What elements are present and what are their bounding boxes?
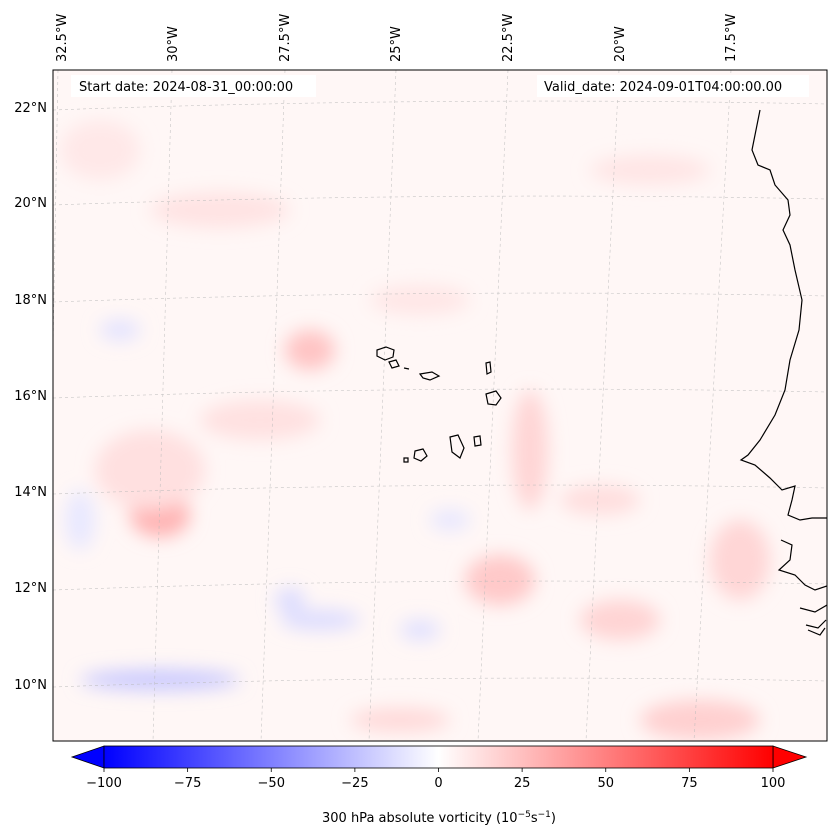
- colorbar-tick-label: 100: [761, 776, 786, 791]
- island-maio: [473, 435, 482, 447]
- lon-label: 27.5°W: [278, 14, 293, 62]
- island-santiago: [449, 434, 465, 459]
- lat-label: 14°N: [14, 485, 47, 500]
- island-brava: [403, 457, 409, 463]
- colorbar: −100 −75 −50 −25 0 25 50 75 100 300 hPa absolute…: [70, 745, 808, 826]
- lon-label: 32.5°W: [55, 14, 70, 62]
- lat-label: 18°N: [14, 293, 47, 308]
- map-frame: [52, 69, 828, 742]
- longitude-labels: 32.5°W 30°W 27.5°W 25°W 22.5°W 20°W 17.5…: [55, 14, 739, 62]
- colorbar-tick-label: −50: [258, 776, 285, 791]
- map-panel: Start date: 2024-08-31_00:00:00 Valid_da…: [53, 70, 827, 741]
- valid-date-box: [537, 75, 809, 97]
- start-date-label: Start date: 2024-08-31_00:00:00: [79, 80, 293, 95]
- lat-label: 10°N: [14, 678, 47, 693]
- africa-coastline: [739, 109, 827, 636]
- vorticity-field: [60, 120, 770, 740]
- colorbar-extend-max: [772, 745, 808, 769]
- colorbar-gradient: [103, 745, 774, 769]
- colorbar-tick-label: −100: [86, 776, 122, 791]
- lat-label: 16°N: [14, 389, 47, 404]
- island-sao-nicolau: [418, 371, 441, 381]
- lat-label: 20°N: [14, 196, 47, 211]
- island-fogo: [413, 448, 428, 462]
- colorbar-extend-min: [70, 745, 105, 769]
- island-sao-vicente: [388, 359, 400, 369]
- colorbar-tick-label: 0: [434, 776, 442, 791]
- colorbar-label: 300 hPa absolute vorticity (10−5s−1): [322, 810, 556, 826]
- lon-label: 17.5°W: [724, 14, 739, 62]
- lon-label: 20°W: [613, 26, 628, 62]
- lat-label: 22°N: [14, 101, 47, 116]
- lat-label: 12°N: [14, 581, 47, 596]
- colorbar-ticks: −100 −75 −50 −25 0 25 50 75 100: [86, 768, 785, 791]
- latitude-labels: 22°N 20°N 18°N 16°N 14°N 12°N 10°N: [14, 101, 47, 693]
- colorbar-tick-label: 75: [681, 776, 698, 791]
- lon-label: 30°W: [166, 26, 181, 62]
- island-sal: [485, 361, 492, 375]
- valid-date-label: Valid_date: 2024-09-01T04:00:00.00: [544, 80, 782, 95]
- coastlines: [376, 109, 827, 636]
- lon-label: 22.5°W: [501, 14, 516, 62]
- island-santo-antao: [376, 346, 395, 361]
- island-boa-vista: [485, 390, 502, 406]
- colorbar-tick-label: −25: [341, 776, 368, 791]
- colorbar-tick-label: 25: [514, 776, 531, 791]
- start-date-box: [71, 75, 316, 97]
- lon-label: 25°W: [389, 26, 404, 62]
- gridlines: [53, 70, 827, 741]
- map-background: [53, 70, 827, 741]
- colorbar-tick-label: 50: [597, 776, 614, 791]
- island-santa-luzia: [403, 367, 410, 370]
- colorbar-tick-label: −75: [174, 776, 201, 791]
